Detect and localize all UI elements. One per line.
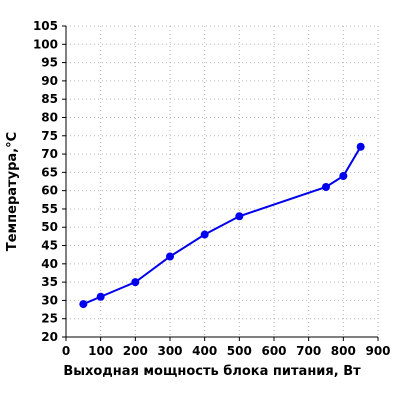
y-axis-title: Температура,°С <box>5 132 20 251</box>
tick-labels: 0 100 200 300 400 500 600 700 800 900 20 25 30 35 40 45… <box>33 19 391 358</box>
data-point <box>339 172 348 181</box>
data-point <box>79 300 88 309</box>
x-tick-label: 200 <box>123 344 148 358</box>
y-tick-label: 65 <box>41 165 58 179</box>
y-tick-label: 35 <box>41 275 58 289</box>
x-tick-label: 400 <box>192 344 217 358</box>
x-tick-label: 0 <box>62 344 70 358</box>
y-tick-label: 20 <box>41 330 58 344</box>
y-tick-label: 85 <box>41 92 58 106</box>
x-tick-label: 100 <box>88 344 113 358</box>
y-tick-label: 30 <box>41 293 58 307</box>
data-point <box>356 142 365 151</box>
x-tick-label: 500 <box>227 344 252 358</box>
y-tick-label: 25 <box>41 312 58 326</box>
axes <box>62 25 379 341</box>
y-tick-label: 105 <box>33 19 58 33</box>
x-tick-label: 600 <box>261 344 286 358</box>
x-tick-label: 900 <box>365 344 390 358</box>
data-point <box>200 230 209 239</box>
y-tick-label: 45 <box>41 239 58 253</box>
series <box>79 142 365 309</box>
data-point <box>322 182 330 191</box>
x-axis-title: Выходная мощность блока питания, Вт <box>63 364 361 379</box>
x-tick-label: 700 <box>296 344 321 358</box>
y-tick-label: 100 <box>33 37 58 51</box>
x-tick-label: 300 <box>157 344 182 358</box>
x-tick-label: 800 <box>331 344 356 358</box>
y-tick-label: 50 <box>41 220 58 234</box>
y-tick-label: 75 <box>41 129 58 143</box>
y-tick-label: 60 <box>41 184 58 198</box>
data-point <box>166 252 174 261</box>
y-tick-label: 40 <box>41 257 58 271</box>
data-point <box>96 292 105 301</box>
series-line <box>82 146 362 305</box>
data-point <box>131 278 140 287</box>
y-tick-label: 55 <box>41 202 58 216</box>
y-tick-label: 80 <box>41 110 58 124</box>
grid <box>66 25 379 337</box>
data-point <box>235 212 244 221</box>
y-tick-label: 70 <box>41 147 58 161</box>
y-tick-label: 90 <box>41 74 58 88</box>
y-tick-label: 95 <box>41 56 58 70</box>
